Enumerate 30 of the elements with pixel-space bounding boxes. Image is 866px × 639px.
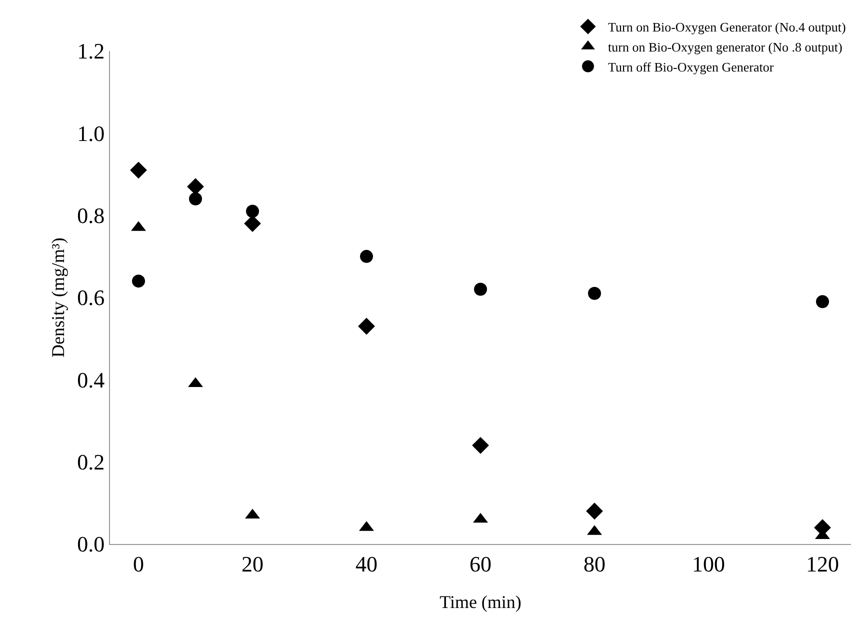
x-tick-label: 100 [692, 551, 725, 576]
point [246, 204, 259, 218]
point [588, 286, 601, 300]
y-tick-label: 1.0 [77, 120, 105, 146]
point [244, 215, 261, 232]
y-tick-label: 1.2 [77, 38, 105, 64]
point [472, 436, 489, 454]
y-tick-label: 0.8 [77, 203, 105, 228]
x-axis-title: Time (min) [440, 592, 522, 612]
x-tick-label: 120 [806, 551, 839, 576]
x-tick-label: 60 [470, 551, 492, 576]
y-axis-title: Density (mg/m³) [48, 238, 68, 358]
point [132, 274, 145, 288]
x-tick-label: 0 [133, 551, 144, 576]
y-tick-label: 0.6 [77, 285, 105, 310]
legend-label: turn on Bio-Oxygen generator (No .8 output) [608, 39, 842, 54]
y-tick-label: 0.2 [77, 450, 105, 475]
point [189, 192, 202, 206]
point [358, 318, 375, 335]
legend-label: Turn off Bio-Oxygen Generator [608, 59, 774, 74]
x-tick-label: 20 [242, 551, 264, 576]
x-tick-label: 40 [356, 551, 378, 576]
point [130, 162, 147, 179]
y-tick-label: 0.4 [77, 367, 105, 392]
point [360, 250, 373, 263]
point [474, 282, 487, 296]
y-tick-label: 0.0 [77, 532, 105, 557]
legend-label: Turn on Bio-Oxygen Generator (No.4 output) [608, 20, 846, 35]
x-tick-label: 80 [584, 551, 606, 576]
point [816, 295, 829, 308]
